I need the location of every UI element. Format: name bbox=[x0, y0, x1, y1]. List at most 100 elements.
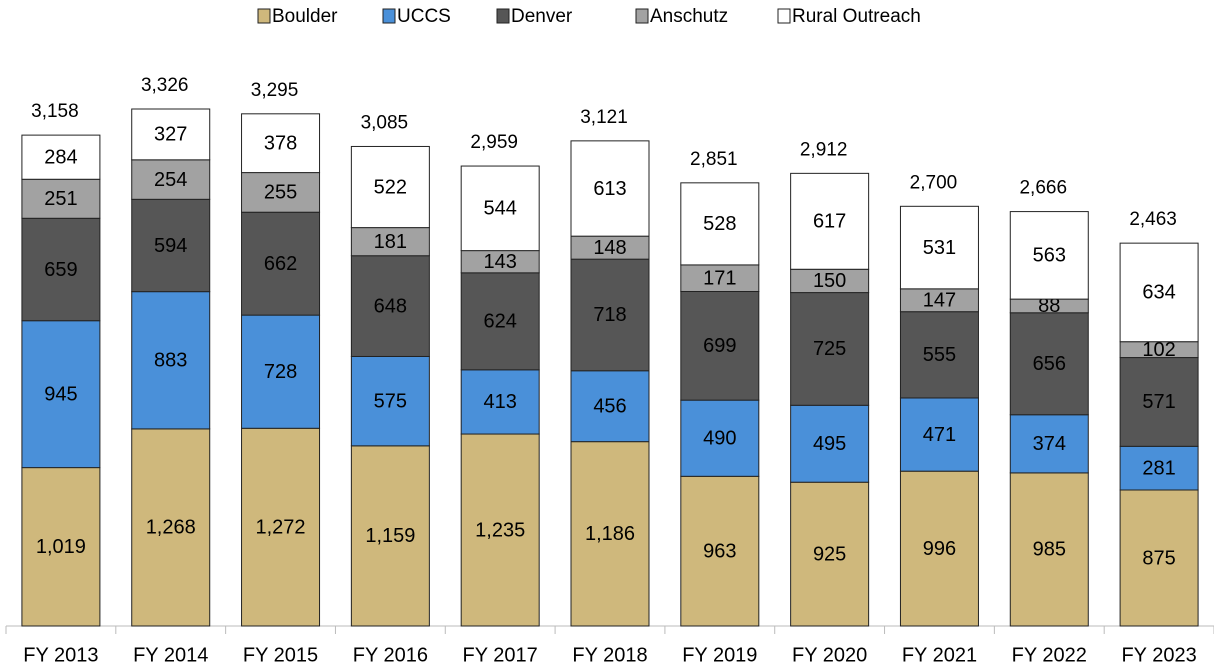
segment-label: 522 bbox=[374, 176, 407, 198]
segment-label: 255 bbox=[264, 182, 297, 204]
segment-label: 284 bbox=[44, 146, 77, 168]
segment-label: 1,235 bbox=[475, 519, 525, 541]
segment-label: 555 bbox=[923, 344, 956, 366]
segment-label: 725 bbox=[813, 338, 846, 360]
bar-segment bbox=[680, 182, 760, 266]
bar-segment bbox=[460, 433, 540, 627]
bar-segment bbox=[1119, 445, 1199, 491]
bar-segment bbox=[350, 445, 430, 627]
legend-label: Boulder bbox=[272, 6, 338, 27]
segment-label: 1,159 bbox=[365, 525, 415, 547]
x-tick-label: FY 2019 bbox=[682, 644, 757, 666]
segment-label: 728 bbox=[264, 361, 297, 383]
segment-label: 571 bbox=[1142, 391, 1175, 413]
segment-label: 88 bbox=[1038, 295, 1060, 317]
segment-label: 471 bbox=[923, 424, 956, 446]
x-tick-label: FY 2013 bbox=[23, 644, 98, 666]
bar-segment bbox=[680, 475, 760, 627]
bar-segment bbox=[790, 172, 870, 270]
segment-label: 251 bbox=[44, 188, 77, 210]
bar-segment bbox=[790, 292, 870, 406]
x-tick-label: FY 2016 bbox=[353, 644, 428, 666]
legend-swatch bbox=[777, 8, 791, 24]
segment-label: 925 bbox=[813, 543, 846, 565]
segment-label: 634 bbox=[1142, 282, 1175, 304]
bar-segment bbox=[241, 113, 321, 174]
segment-label: 143 bbox=[483, 251, 516, 273]
bar-segment bbox=[131, 198, 211, 293]
segment-label: 1,019 bbox=[36, 536, 86, 558]
bar-segment bbox=[570, 441, 650, 627]
segment-label: 883 bbox=[154, 350, 187, 372]
legend-label: UCCS bbox=[397, 6, 451, 27]
x-tick-label: FY 2014 bbox=[133, 644, 208, 666]
legend-label: Denver bbox=[511, 6, 573, 27]
bar-segment bbox=[1119, 357, 1199, 447]
bar-segment bbox=[21, 467, 101, 627]
bar-segment bbox=[899, 205, 979, 290]
total-label: 3,326 bbox=[141, 75, 189, 96]
segment-label: 699 bbox=[703, 335, 736, 357]
x-tick-label: FY 2020 bbox=[792, 644, 867, 666]
segment-label: 985 bbox=[1033, 539, 1066, 561]
legend-swatch bbox=[496, 8, 510, 24]
bar-segment bbox=[350, 355, 430, 447]
segment-label: 718 bbox=[593, 304, 626, 326]
bar-segment bbox=[899, 311, 979, 399]
segment-label: 963 bbox=[703, 540, 736, 562]
bar-segment bbox=[131, 291, 211, 430]
bar-segment bbox=[21, 320, 101, 469]
bar-segment bbox=[1009, 414, 1089, 474]
bar-segment bbox=[1119, 242, 1199, 343]
segment-label: 148 bbox=[593, 237, 626, 259]
bar-segment bbox=[1009, 211, 1089, 300]
total-label: 3,295 bbox=[251, 80, 299, 101]
bar-segment bbox=[460, 272, 540, 371]
segment-label: 594 bbox=[154, 235, 187, 257]
segment-label: 413 bbox=[483, 391, 516, 413]
segment-label: 875 bbox=[1142, 547, 1175, 569]
bar-segment bbox=[241, 314, 321, 429]
bar-segment bbox=[21, 134, 101, 180]
x-tick-label: FY 2015 bbox=[243, 644, 318, 666]
segment-label: 945 bbox=[44, 383, 77, 405]
total-label: 2,700 bbox=[910, 172, 958, 193]
segment-label: 996 bbox=[923, 538, 956, 560]
bar-segment bbox=[680, 264, 760, 292]
segment-label: 378 bbox=[264, 132, 297, 154]
segment-label: 656 bbox=[1033, 353, 1066, 375]
bar-segment bbox=[680, 399, 760, 477]
segment-label: 662 bbox=[264, 253, 297, 275]
legend-label: Rural Outreach bbox=[792, 6, 921, 27]
segment-label: 563 bbox=[1033, 245, 1066, 267]
segment-label: 102 bbox=[1142, 339, 1175, 361]
bar-segment bbox=[1009, 472, 1089, 627]
x-tick-label: FY 2023 bbox=[1121, 644, 1196, 666]
bar-segment bbox=[241, 172, 321, 213]
total-label: 2,851 bbox=[690, 149, 738, 170]
segment-label: 495 bbox=[813, 433, 846, 455]
bar-segment bbox=[899, 397, 979, 472]
segment-label: 575 bbox=[374, 390, 407, 412]
segment-label: 531 bbox=[923, 237, 956, 259]
segment-label: 181 bbox=[374, 231, 407, 253]
segment-label: 490 bbox=[703, 428, 736, 450]
total-label: 2,912 bbox=[800, 139, 848, 160]
bar-segment bbox=[899, 470, 979, 627]
legend-swatch bbox=[635, 8, 649, 24]
segment-label: 648 bbox=[374, 295, 407, 317]
bar-segment bbox=[460, 369, 540, 435]
bar-segment bbox=[570, 370, 650, 443]
legend-swatch bbox=[382, 8, 396, 24]
x-tick-label: FY 2017 bbox=[463, 644, 538, 666]
total-label: 3,085 bbox=[361, 112, 409, 133]
bar-segment bbox=[241, 427, 321, 627]
segment-label: 1,272 bbox=[256, 516, 306, 538]
segment-label: 374 bbox=[1033, 433, 1066, 455]
bar-segment bbox=[350, 255, 430, 357]
bar-segment bbox=[241, 211, 321, 316]
segment-label: 617 bbox=[813, 211, 846, 233]
segment-label: 624 bbox=[483, 311, 516, 333]
segment-label: 150 bbox=[813, 270, 846, 292]
